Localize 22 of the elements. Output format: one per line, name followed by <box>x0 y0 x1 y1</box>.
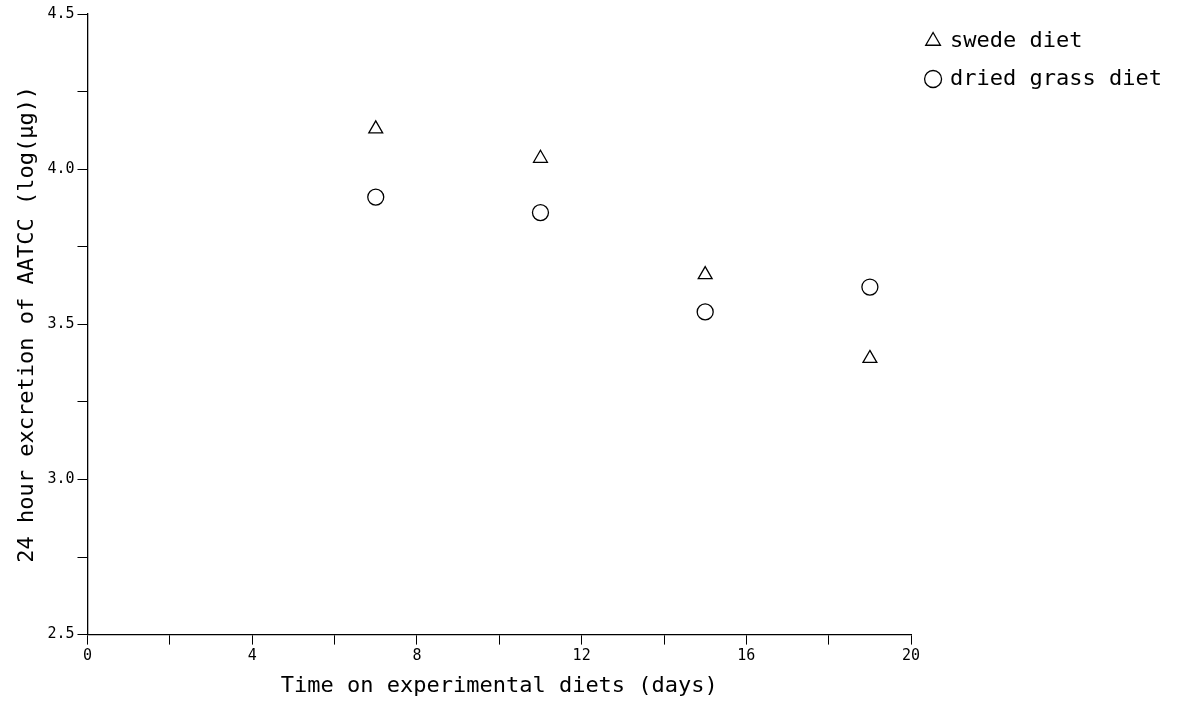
x-tick-label: 20 <box>902 646 921 665</box>
point <box>368 120 384 134</box>
x-tick-label: 4 <box>247 646 257 665</box>
point <box>531 203 550 222</box>
y-tick-label: 3.5 <box>47 314 75 333</box>
y-tick-label: 2.5 <box>47 624 75 643</box>
y-tick-label: 3.0 <box>47 469 75 488</box>
point <box>861 278 879 296</box>
x-axis-title: Time on experimental diets (days) <box>280 671 718 697</box>
point <box>696 303 714 321</box>
x-tick-label: 8 <box>412 646 422 665</box>
legend-label: dried grass diet <box>950 64 1162 90</box>
x-tick-label: 0 <box>82 646 93 665</box>
x-tick-label: 16 <box>737 646 756 665</box>
x-tick-label: 12 <box>572 646 591 665</box>
point <box>367 188 385 206</box>
y-tick-label: 4.0 <box>47 159 75 178</box>
legend-label: swede diet <box>950 26 1083 52</box>
y-axis-title: 24 hour excretion of AATCC (log(µg)) <box>12 85 38 563</box>
y-tick-label: 4.5 <box>47 3 75 22</box>
point <box>532 149 549 163</box>
point <box>697 266 713 280</box>
